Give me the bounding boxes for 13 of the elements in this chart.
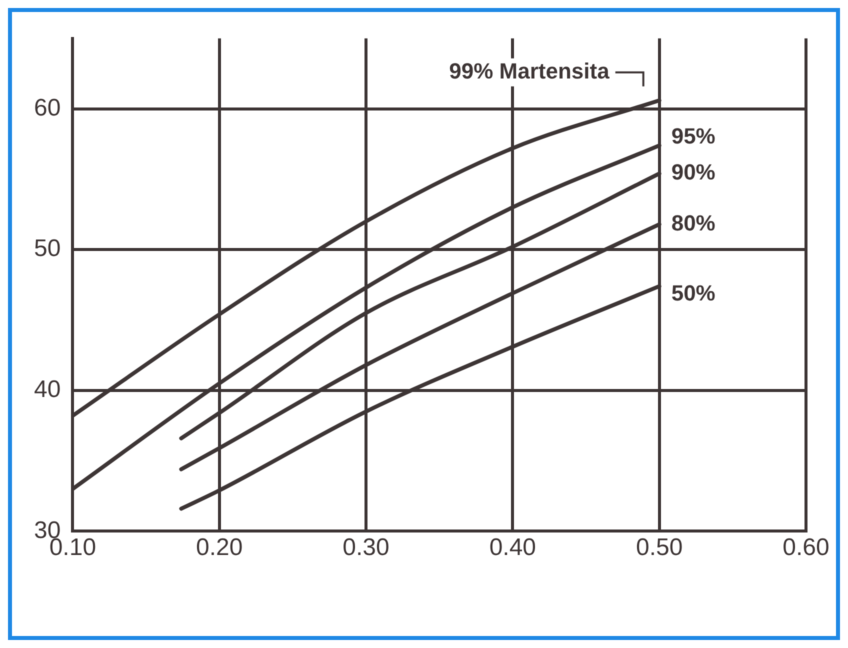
series-label: 95% xyxy=(671,123,716,148)
x-tick-label: 0.30 xyxy=(342,534,390,562)
series-label: 90% xyxy=(671,160,716,185)
series-label: 80% xyxy=(671,210,716,236)
x-tick-label: 0.20 xyxy=(196,534,243,562)
series-label: 50% xyxy=(671,280,716,306)
x-tick-label: 0.50 xyxy=(636,534,683,562)
legend-label: 99% Martensita xyxy=(449,58,610,84)
x-tick-label: 0.40 xyxy=(489,534,536,562)
y-tick-label: 60 xyxy=(34,94,61,122)
x-tick-label: 0.60 xyxy=(782,534,830,562)
y-tick-label: 50 xyxy=(34,235,61,262)
y-tick-label: 40 xyxy=(34,376,61,404)
